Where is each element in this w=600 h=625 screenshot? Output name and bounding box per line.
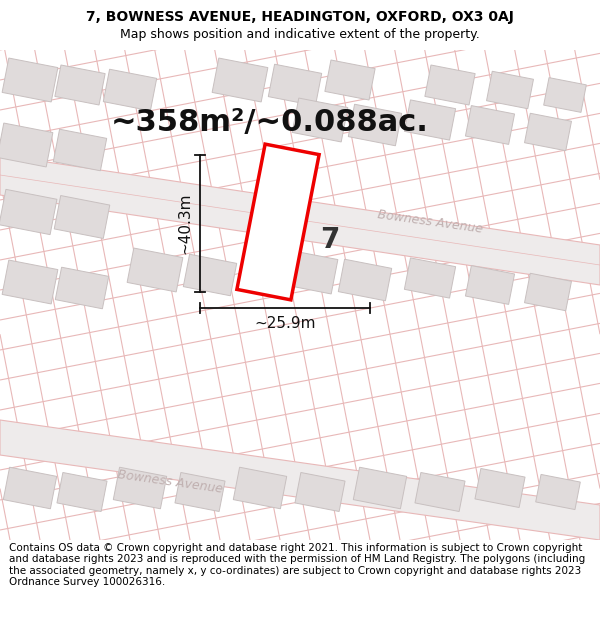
Polygon shape <box>466 106 515 144</box>
Polygon shape <box>544 78 586 112</box>
Text: ~358m²/~0.088ac.: ~358m²/~0.088ac. <box>111 107 429 136</box>
Text: Bowness Avenue: Bowness Avenue <box>116 468 224 496</box>
Polygon shape <box>55 65 105 105</box>
Polygon shape <box>524 113 571 151</box>
Polygon shape <box>404 100 455 140</box>
Polygon shape <box>57 472 107 511</box>
Polygon shape <box>237 144 319 300</box>
Polygon shape <box>282 250 338 294</box>
Polygon shape <box>0 123 53 167</box>
Polygon shape <box>113 468 167 509</box>
Polygon shape <box>524 273 571 311</box>
Polygon shape <box>55 268 109 309</box>
Text: ~40.3m: ~40.3m <box>178 192 193 254</box>
Polygon shape <box>475 469 525 508</box>
Polygon shape <box>348 104 402 146</box>
Polygon shape <box>295 472 345 511</box>
Polygon shape <box>0 420 600 540</box>
Text: Bowness Avenue: Bowness Avenue <box>376 208 484 236</box>
Polygon shape <box>2 58 58 102</box>
Polygon shape <box>0 155 600 285</box>
Polygon shape <box>415 472 465 511</box>
Polygon shape <box>292 98 348 142</box>
Text: Map shows position and indicative extent of the property.: Map shows position and indicative extent… <box>120 28 480 41</box>
Polygon shape <box>183 254 237 296</box>
Polygon shape <box>212 58 268 102</box>
Text: ~25.9m: ~25.9m <box>254 316 316 331</box>
Polygon shape <box>103 69 157 111</box>
Polygon shape <box>353 468 407 509</box>
Polygon shape <box>127 248 183 292</box>
Polygon shape <box>53 129 107 171</box>
Polygon shape <box>425 65 475 105</box>
Polygon shape <box>536 474 580 509</box>
Text: 7: 7 <box>320 226 340 254</box>
Polygon shape <box>3 468 57 509</box>
Polygon shape <box>2 260 58 304</box>
Polygon shape <box>404 258 455 298</box>
Text: Contains OS data © Crown copyright and database right 2021. This information is : Contains OS data © Crown copyright and d… <box>9 542 585 588</box>
Polygon shape <box>233 468 287 509</box>
Polygon shape <box>175 472 225 511</box>
Polygon shape <box>487 71 533 109</box>
Text: 7, BOWNESS AVENUE, HEADINGTON, OXFORD, OX3 0AJ: 7, BOWNESS AVENUE, HEADINGTON, OXFORD, O… <box>86 10 514 24</box>
Polygon shape <box>268 64 322 106</box>
Polygon shape <box>466 266 515 304</box>
Polygon shape <box>325 60 375 100</box>
Polygon shape <box>338 259 392 301</box>
Polygon shape <box>0 189 57 234</box>
Polygon shape <box>54 196 110 239</box>
